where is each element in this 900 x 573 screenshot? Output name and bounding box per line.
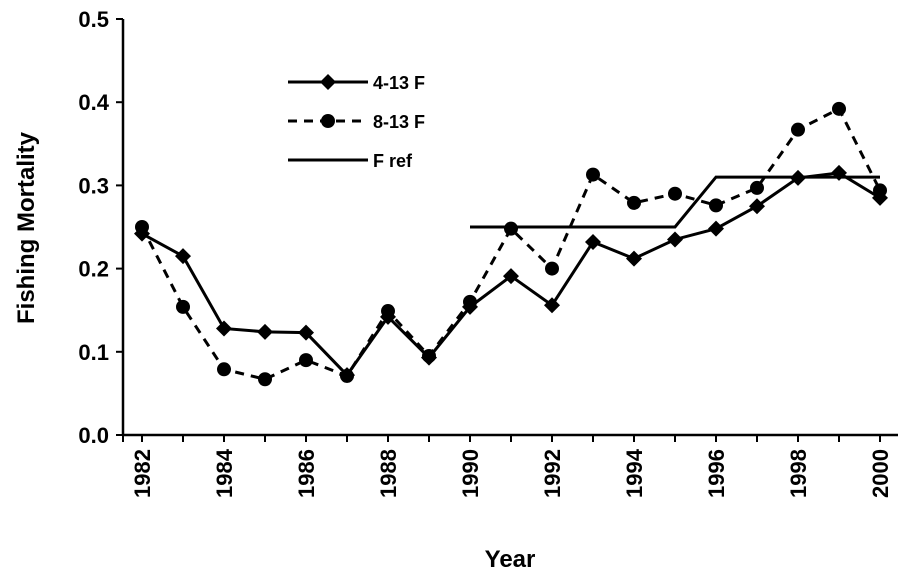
- series-8-13f-point: [750, 180, 764, 195]
- series-4-13f-point: [626, 250, 642, 267]
- series-8-13f-line: [140, 106, 882, 381]
- series-4-13f-point: [216, 320, 232, 337]
- x-axis-title: Year: [485, 546, 536, 573]
- x-tick-label: 1992: [540, 449, 565, 498]
- series-4-13f-point: [544, 297, 560, 314]
- series-4-13f: [134, 164, 888, 384]
- series-4-13f-point: [257, 323, 273, 340]
- series-8-13f-point: [791, 122, 805, 137]
- series-4-13f-point: [175, 248, 191, 265]
- series-8-13f-point: [709, 198, 723, 213]
- y-tick-label: 0.2: [78, 257, 109, 282]
- y-tick-label: 0.4: [78, 90, 109, 115]
- series-8-13f-point: [627, 195, 641, 210]
- series-8-13f-point: [299, 353, 313, 368]
- series-4-13f-point: [708, 220, 724, 237]
- x-tick-label: 1994: [622, 448, 647, 498]
- series-4-13f-point: [421, 349, 437, 366]
- series-4-13f-point: [872, 189, 888, 206]
- series-4-13f-point: [667, 231, 683, 248]
- series-4-13f-point: [790, 169, 806, 186]
- x-tick-label: 1982: [130, 449, 155, 498]
- legend-label: 8-13 F: [373, 112, 425, 132]
- series-4-13f-point: [749, 198, 765, 215]
- series-8-13f-point: [668, 186, 682, 201]
- legend-marker: [321, 114, 335, 128]
- series-8-13f-point: [258, 372, 272, 387]
- x-tick-label: 1996: [704, 449, 729, 498]
- series-8-13f-point: [176, 299, 190, 314]
- series-4-13f-point: [339, 367, 355, 384]
- series-8-13f-point: [832, 101, 846, 116]
- y-tick-label: 0.1: [78, 340, 109, 365]
- series-4-13f-point: [585, 233, 601, 250]
- series-4-13f-point: [831, 164, 847, 181]
- series-8-13f-point: [545, 261, 559, 276]
- y-tick-label: 0.0: [78, 423, 109, 448]
- x-tick-label: 1988: [376, 449, 401, 498]
- x-tick-label: 1998: [786, 449, 811, 498]
- legend-label: 4-13 F: [373, 73, 425, 93]
- legend: 4-13 F 8-13 F F ref: [288, 73, 425, 171]
- y-tick-label: 0.5: [78, 7, 109, 32]
- series-4-13f-point: [380, 308, 396, 325]
- series-8-13f-point: [586, 167, 600, 182]
- x-tick-label: 1984: [212, 448, 237, 498]
- series-4-13f-point: [134, 225, 150, 242]
- series-4-13f-point: [503, 268, 519, 285]
- series-4-13f-point: [298, 324, 314, 341]
- series-8-13f-point: [504, 221, 518, 236]
- fref-series: [470, 175, 880, 229]
- y-axis-title: Fishing Mortality: [13, 131, 40, 324]
- x-tick-label: 2000: [868, 449, 893, 498]
- x-tick-label: 1990: [458, 449, 483, 498]
- legend-marker: [320, 74, 336, 90]
- x-tick-label: 1986: [294, 449, 319, 498]
- series-4-13f-point: [462, 298, 478, 315]
- series-8-13f: [135, 101, 887, 387]
- axes: 0.0 0.1 0.2 0.3 0.4 0.5 1982 1984 1986 1988 1990 19…: [78, 7, 898, 498]
- y-tick-label: 0.3: [78, 173, 109, 198]
- series-8-13f-point: [217, 362, 231, 377]
- fref-line: [470, 175, 880, 229]
- legend-label: F ref: [373, 151, 413, 171]
